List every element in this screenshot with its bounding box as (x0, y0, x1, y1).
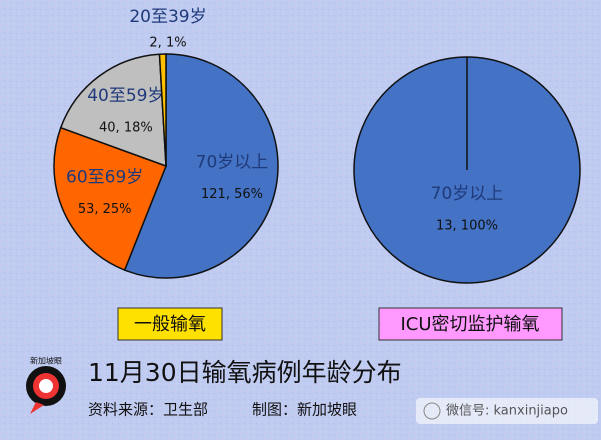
logo-text: 新加坡眼 (30, 356, 62, 366)
pies: 70岁以上 121, 56% 60至69岁 53, 25% 40至59岁 40, 18% 2… (53, 7, 581, 284)
value-label: 13, 100% (436, 219, 498, 234)
pie-slice (53, 126, 167, 272)
value-label: 40, 18% (99, 121, 153, 136)
pie-slice (59, 53, 167, 168)
pie-slice (123, 53, 279, 279)
value-label: 2, 1% (149, 36, 186, 51)
slice-label: 20至39岁 (129, 7, 206, 27)
label-box (378, 307, 563, 341)
slice-label: 40至59岁 (87, 86, 164, 106)
watermark-icon (423, 402, 441, 420)
main-title: 11月30日输氧病例年龄分布 (88, 358, 402, 387)
label-box (117, 307, 223, 341)
credit: 制图：新加坡眼 (252, 401, 357, 419)
slice-label: 60至69岁 (66, 168, 143, 188)
value-label: 121, 56% (201, 187, 263, 202)
source: 资料来源：卫生部 (88, 401, 208, 419)
logo: 新加坡眼 (26, 356, 66, 414)
watermark-bg (416, 398, 598, 424)
slice-label: 70岁以上 (431, 184, 504, 204)
watermark: 微信号: kanxinjiapo (446, 404, 568, 419)
value-label: 53, 25% (78, 202, 132, 217)
slice-label: 70岁以上 (196, 153, 269, 173)
pie-title: 一般输氧 (134, 314, 206, 335)
pie-title: ICU密切监护输氧 (400, 314, 539, 335)
pie-slice (158, 53, 167, 167)
